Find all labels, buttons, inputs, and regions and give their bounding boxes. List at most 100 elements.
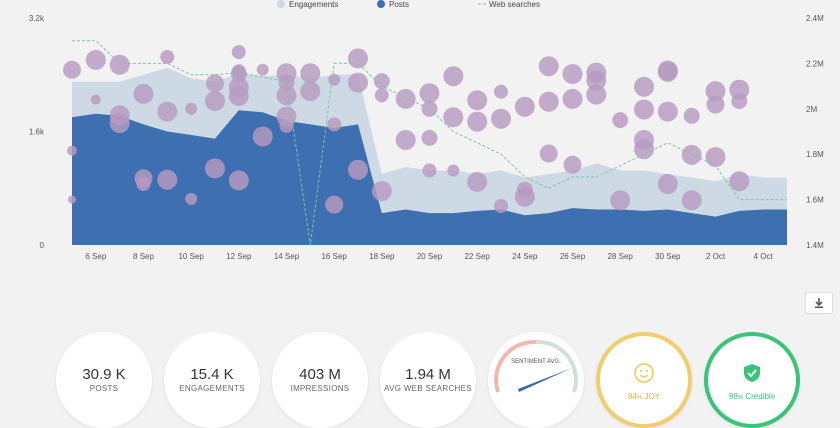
shield-check-icon <box>708 362 796 389</box>
stat-impressions-label: IMPRESSIONS <box>290 384 350 393</box>
stat-engagements: 15.4 K ENGAGEMENTS <box>164 332 260 428</box>
credible-unit: % <box>737 395 744 401</box>
bubble-point <box>634 76 654 97</box>
bubble-point <box>90 94 101 105</box>
bubble-point <box>467 171 488 192</box>
bubble-point <box>205 91 225 111</box>
bubble-point <box>63 60 81 79</box>
bubble-point <box>325 195 344 214</box>
bubble-point <box>374 88 389 103</box>
bubble-point <box>185 102 198 115</box>
legend-label: Engagements <box>289 0 338 9</box>
bubble-point <box>538 56 559 77</box>
bubble-point <box>205 158 225 179</box>
web-searches-path <box>72 40 787 246</box>
bubble-point <box>443 107 464 128</box>
bubble-point <box>157 169 178 190</box>
bubble-point <box>327 117 342 132</box>
x-tick-label: 12 Sep <box>226 252 252 261</box>
x-tick-label: 30 Sep <box>655 252 681 261</box>
stat-web-searches-value: 1.94 M <box>405 366 451 383</box>
bubble-point <box>422 163 437 178</box>
download-button[interactable] <box>805 292 833 314</box>
legend-label: Web searches <box>489 0 540 9</box>
stat-engagements-label: ENGAGEMENTS <box>179 384 245 393</box>
x-tick-label: 10 Sep <box>178 252 204 261</box>
bubble-point <box>705 81 726 102</box>
bubble-point <box>157 101 178 122</box>
credible-text: 98% Credible <box>708 392 796 401</box>
bubble-point <box>683 107 700 124</box>
bubble-point <box>256 63 269 76</box>
x-axis: 6 Sep 8 Sep 10 Sep 12 Sep 14 Sep 16 Sep 18 Sep… <box>85 252 773 261</box>
bubble-point <box>228 86 249 106</box>
y-right-tick-label: 1.8M <box>806 150 824 159</box>
bubble-point <box>160 50 175 64</box>
chart-legend: Engagements Posts Web searches <box>277 0 540 9</box>
sentiment-dial <box>494 339 578 393</box>
y-right-tick-label: 2M <box>806 105 817 114</box>
bubble-point <box>419 83 440 104</box>
stat-web-searches-label: AVG WEB SEARCHES <box>384 384 472 393</box>
legend-swatch-engagements <box>277 0 285 8</box>
bubble-point <box>231 45 246 60</box>
bubble-point <box>729 79 750 100</box>
stat-posts-value: 30.9 K <box>82 366 126 383</box>
x-tick-label: 4 Oct <box>754 252 774 261</box>
y-axis-right: 1.4M 1.6M 1.8M 2M 2.2M 2.4M <box>806 14 824 250</box>
bubble-point <box>230 66 247 82</box>
x-tick-label: 28 Sep <box>607 252 633 261</box>
bubble-point <box>371 181 392 202</box>
bubble-point <box>657 101 678 122</box>
bubble-point <box>348 72 368 93</box>
y-left-tick-label: 1.6k <box>29 128 45 137</box>
bubble-point <box>731 93 748 109</box>
joy-unit: % <box>636 395 643 401</box>
legend-label: Posts <box>389 0 409 9</box>
sentiment-gauge: SENTIMENT AVG. <box>488 332 584 428</box>
bubble-point <box>109 113 130 133</box>
bubble-point <box>373 73 390 90</box>
bubble-point <box>586 62 607 83</box>
joy-text: 84% JOY <box>600 392 688 401</box>
sentiment-needle <box>518 368 572 392</box>
x-tick-label: 8 Sep <box>133 252 154 261</box>
bubble-point <box>206 74 224 93</box>
bubble-point <box>538 91 559 112</box>
posts-area <box>72 110 787 245</box>
bubble-point <box>421 129 438 146</box>
bubble-point <box>610 190 631 211</box>
joy-gauge: 84% JOY <box>596 332 692 428</box>
bubble-point <box>705 147 726 167</box>
stat-engagements-value: 15.4 K <box>190 366 234 383</box>
bubble-point <box>634 99 654 120</box>
bubble-point <box>395 88 416 109</box>
x-tick-label: 24 Sep <box>512 252 538 261</box>
web-searches-line <box>72 40 787 246</box>
stat-posts-label: POSTS <box>89 384 119 393</box>
x-tick-label: 26 Sep <box>560 252 586 261</box>
stat-posts: 30.9 K POSTS <box>56 332 152 428</box>
bubble-point <box>514 186 535 207</box>
smiley-icon <box>600 362 688 389</box>
bubble-point <box>657 174 678 194</box>
bubble-point <box>586 84 607 105</box>
bubble-point <box>612 112 629 129</box>
stat-impressions: 403 M IMPRESSIONS <box>272 332 368 428</box>
bubble-point <box>85 49 106 70</box>
y-left-tick-label: 0 <box>40 241 45 250</box>
bubble-point <box>491 108 511 129</box>
x-tick-label: 22 Sep <box>464 252 490 261</box>
credible-gauge: 98% Credible <box>704 332 800 428</box>
bubble-point <box>228 170 249 191</box>
chart-bubbles <box>63 45 750 214</box>
bubble-point <box>300 81 321 102</box>
joy-label: JOY <box>644 392 661 401</box>
legend-swatch-posts <box>377 0 385 8</box>
bubble-point <box>467 111 488 132</box>
bubble-point <box>395 130 416 150</box>
bubble-point <box>563 155 582 174</box>
y-right-tick-label: 1.6M <box>806 196 824 205</box>
bubble-point <box>68 195 76 204</box>
bubble-point <box>276 85 297 106</box>
